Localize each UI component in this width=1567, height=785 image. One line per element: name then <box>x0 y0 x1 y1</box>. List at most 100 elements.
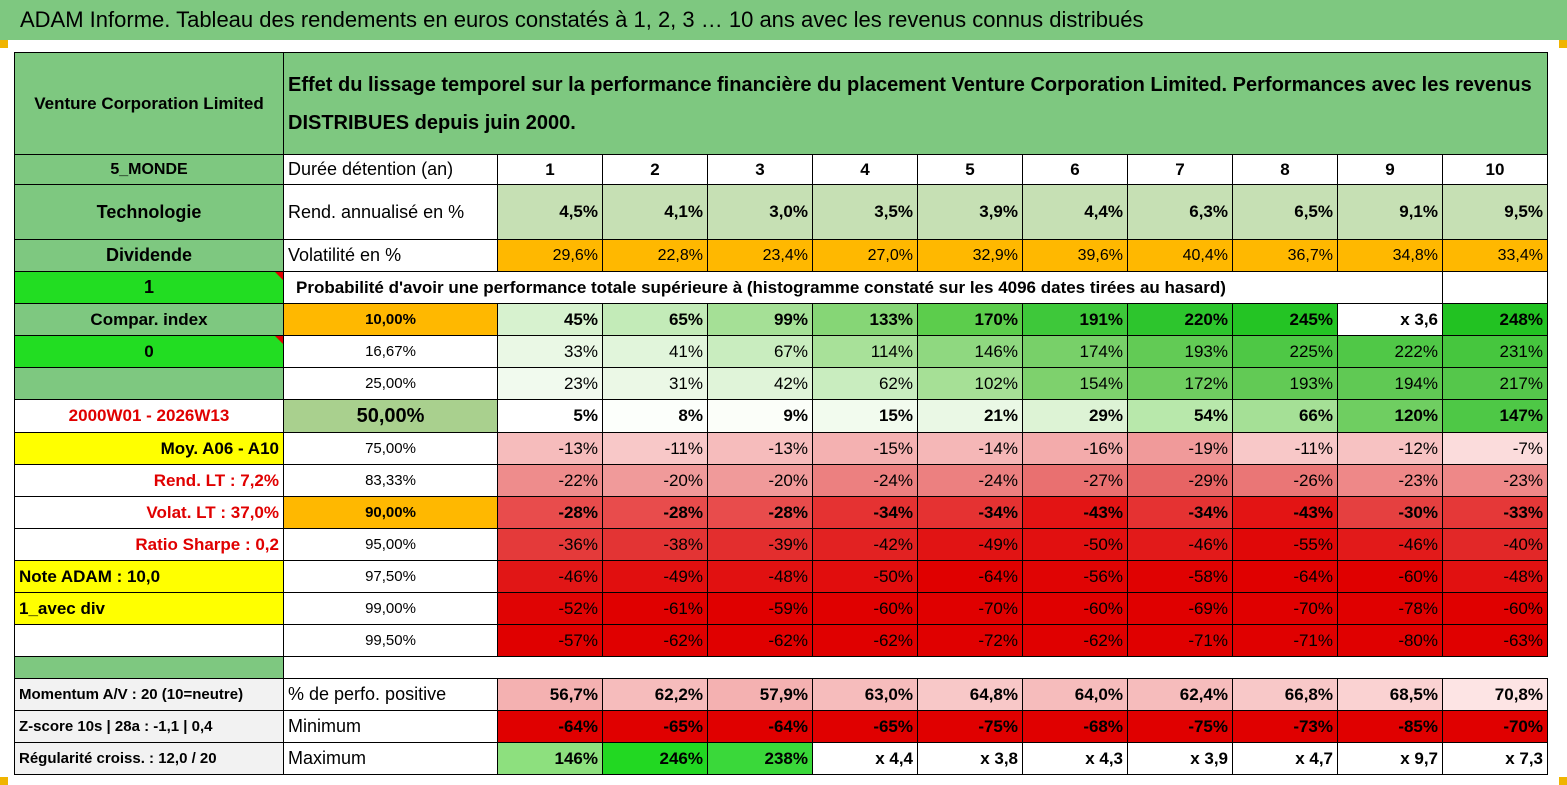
quantile-value: -59% <box>707 592 813 625</box>
pct-pos-value: 68,5% <box>1337 678 1443 711</box>
quantile-value: 21% <box>917 399 1023 433</box>
quantile-value: -24% <box>917 464 1023 497</box>
volat-value: 40,4% <box>1127 239 1233 272</box>
quantile-value: -23% <box>1442 464 1548 497</box>
quantile-value: -12% <box>1337 432 1443 465</box>
volat-value: 33,4% <box>1442 239 1548 272</box>
quantile-value: -58% <box>1127 560 1233 593</box>
momentum-label: Momentum A/V : 20 (10=neutre) <box>14 678 284 711</box>
volat-value: 32,9% <box>917 239 1023 272</box>
quantile-value: -60% <box>1442 592 1548 625</box>
rend-value: 3,9% <box>917 184 1023 240</box>
quantile-label: 83,33% <box>283 464 498 497</box>
quantile-value: 67% <box>707 335 813 368</box>
minimum-value: -70% <box>1442 710 1548 743</box>
quantile-value: -46% <box>1337 528 1443 561</box>
quantile-label: 99,00% <box>283 592 498 625</box>
quantile-value: -42% <box>812 528 918 561</box>
quantile-value: 65% <box>602 303 708 336</box>
quantile-value: -64% <box>1232 560 1338 593</box>
quantile-value: -13% <box>497 432 603 465</box>
quantile-value: -11% <box>602 432 708 465</box>
year-header: 3 <box>707 154 813 185</box>
quantile-value: -71% <box>1127 624 1233 657</box>
volat-label: Volatilité en % <box>283 239 498 272</box>
year-header: 9 <box>1337 154 1443 185</box>
quantile-label: 16,67% <box>283 335 498 368</box>
quantile-value: 231% <box>1442 335 1548 368</box>
quantile-value: -62% <box>1022 624 1128 657</box>
quantile-value: 29% <box>1022 399 1128 433</box>
maximum-value: x 4,4 <box>812 742 918 775</box>
quantile-value: -48% <box>707 560 813 593</box>
quantile-value: -15% <box>812 432 918 465</box>
quantile-value: -20% <box>602 464 708 497</box>
quantile-value: 193% <box>1232 367 1338 400</box>
rend-value: 9,5% <box>1442 184 1548 240</box>
minimum-value: -64% <box>707 710 813 743</box>
quantile-value: -64% <box>917 560 1023 593</box>
quantile-value: 133% <box>812 303 918 336</box>
quantile-value: 23% <box>497 367 603 400</box>
quantile-value: 66% <box>1232 399 1338 433</box>
quantile-value: 174% <box>1022 335 1128 368</box>
quantile-value: -7% <box>1442 432 1548 465</box>
quantile-value: 45% <box>497 303 603 336</box>
quantile-value: -29% <box>1127 464 1233 497</box>
volat-value: 34,8% <box>1337 239 1443 272</box>
quantile-value: 191% <box>1022 303 1128 336</box>
pct-pos-value: 62,4% <box>1127 678 1233 711</box>
quantile-value: -28% <box>497 496 603 529</box>
quantile-label: 25,00% <box>283 367 498 400</box>
quantile-label: 97,50% <box>283 560 498 593</box>
year-header: 5 <box>917 154 1023 185</box>
volat-value: 39,6% <box>1022 239 1128 272</box>
rend-value: 4,1% <box>602 184 708 240</box>
quantile-label: 99,50% <box>283 624 498 657</box>
rend-value: 3,0% <box>707 184 813 240</box>
quantile-label: 95,00% <box>283 528 498 561</box>
quantile-value: -30% <box>1337 496 1443 529</box>
quantile-value: 102% <box>917 367 1023 400</box>
comment-marker <box>275 336 283 344</box>
selector-0[interactable]: 0 <box>14 335 284 368</box>
minimum-value: -75% <box>1127 710 1233 743</box>
year-header: 4 <box>812 154 918 185</box>
year-header: 8 <box>1232 154 1338 185</box>
quantile-value: 31% <box>602 367 708 400</box>
quantile-value: -49% <box>917 528 1023 561</box>
rend-value: 4,4% <box>1022 184 1128 240</box>
quantile-value: -78% <box>1337 592 1443 625</box>
minimum-value: -73% <box>1232 710 1338 743</box>
selector-1[interactable]: 1 <box>14 271 284 304</box>
quantile-label: 75,00% <box>283 432 498 465</box>
pct-pos-value: 70,8% <box>1442 678 1548 711</box>
volat-value: 29,6% <box>497 239 603 272</box>
quantile-value: -62% <box>707 624 813 657</box>
volat-value: 27,0% <box>812 239 918 272</box>
avec-div-label: 1_avec div <box>14 592 284 625</box>
rend-value: 6,3% <box>1127 184 1233 240</box>
quantile-value: -11% <box>1232 432 1338 465</box>
quantile-value: -34% <box>1127 496 1233 529</box>
quantile-value: -20% <box>707 464 813 497</box>
quantile-value: 220% <box>1127 303 1233 336</box>
quantile-value: -49% <box>602 560 708 593</box>
minimum-value: -68% <box>1022 710 1128 743</box>
quantile-value: -62% <box>812 624 918 657</box>
corner-marker <box>0 40 8 48</box>
quantile-value: -40% <box>1442 528 1548 561</box>
quantile-value: 222% <box>1337 335 1443 368</box>
quantile-value: -60% <box>1337 560 1443 593</box>
corner-marker <box>1559 40 1567 48</box>
proba-label: Probabilité d'avoir une performance tota… <box>283 271 1443 304</box>
quantile-value: -70% <box>1232 592 1338 625</box>
quantile-value: -46% <box>1127 528 1233 561</box>
quantile-value: -60% <box>812 592 918 625</box>
pct-pos-value: 64,8% <box>917 678 1023 711</box>
avg-label: Moy. A06 - A10 <box>14 432 284 465</box>
quantile-value: -34% <box>917 496 1023 529</box>
quantile-value: -27% <box>1022 464 1128 497</box>
volat-value: 36,7% <box>1232 239 1338 272</box>
minimum-value: -85% <box>1337 710 1443 743</box>
